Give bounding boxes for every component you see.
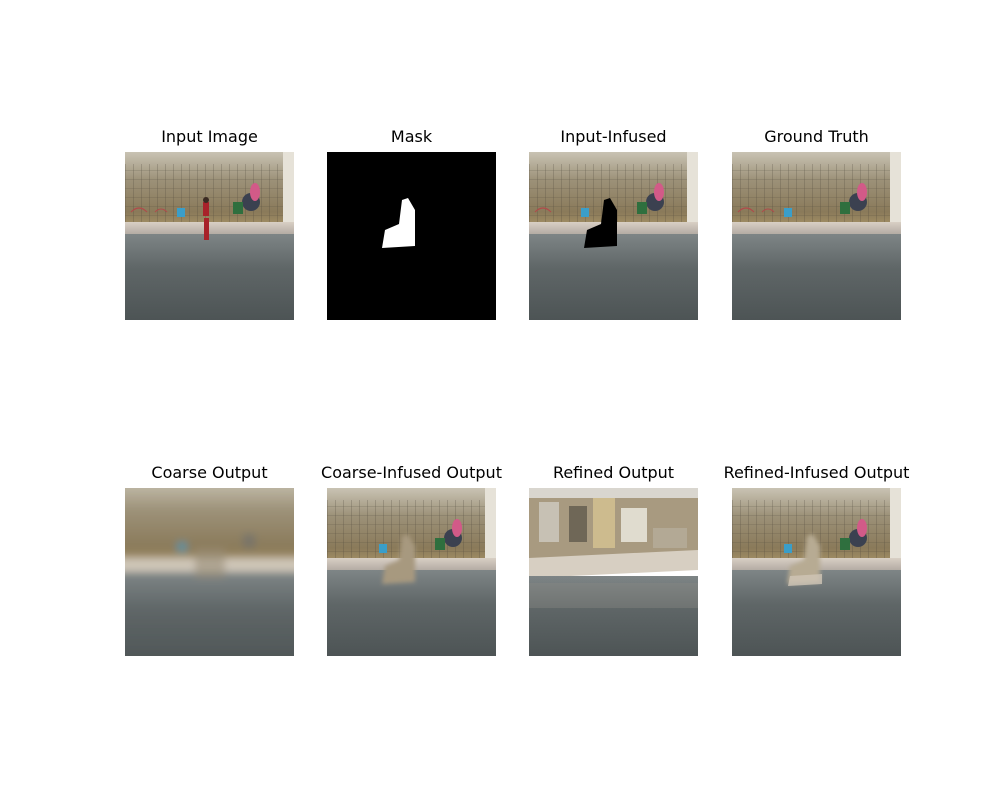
coarse-infused-output-image — [327, 488, 496, 656]
mask-image — [327, 152, 496, 320]
panel-title: Refined Output — [552, 463, 675, 482]
ground-truth-image — [732, 152, 901, 320]
panel-title: Mask — [390, 127, 433, 146]
input-image — [125, 152, 294, 320]
coarse-output-image — [125, 488, 294, 656]
panel-title: Input-Infused — [560, 127, 667, 146]
panel-title: Coarse-Infused Output — [321, 463, 502, 482]
panel-title: Refined-Infused Output — [723, 463, 910, 482]
input-infused-image — [529, 152, 698, 320]
panel-title: Ground Truth — [764, 127, 869, 146]
panel-title: Coarse Output — [151, 463, 268, 482]
refined-output-image — [529, 488, 698, 656]
panel-title: Input Image — [161, 127, 258, 146]
refined-infused-output-image — [732, 488, 901, 656]
